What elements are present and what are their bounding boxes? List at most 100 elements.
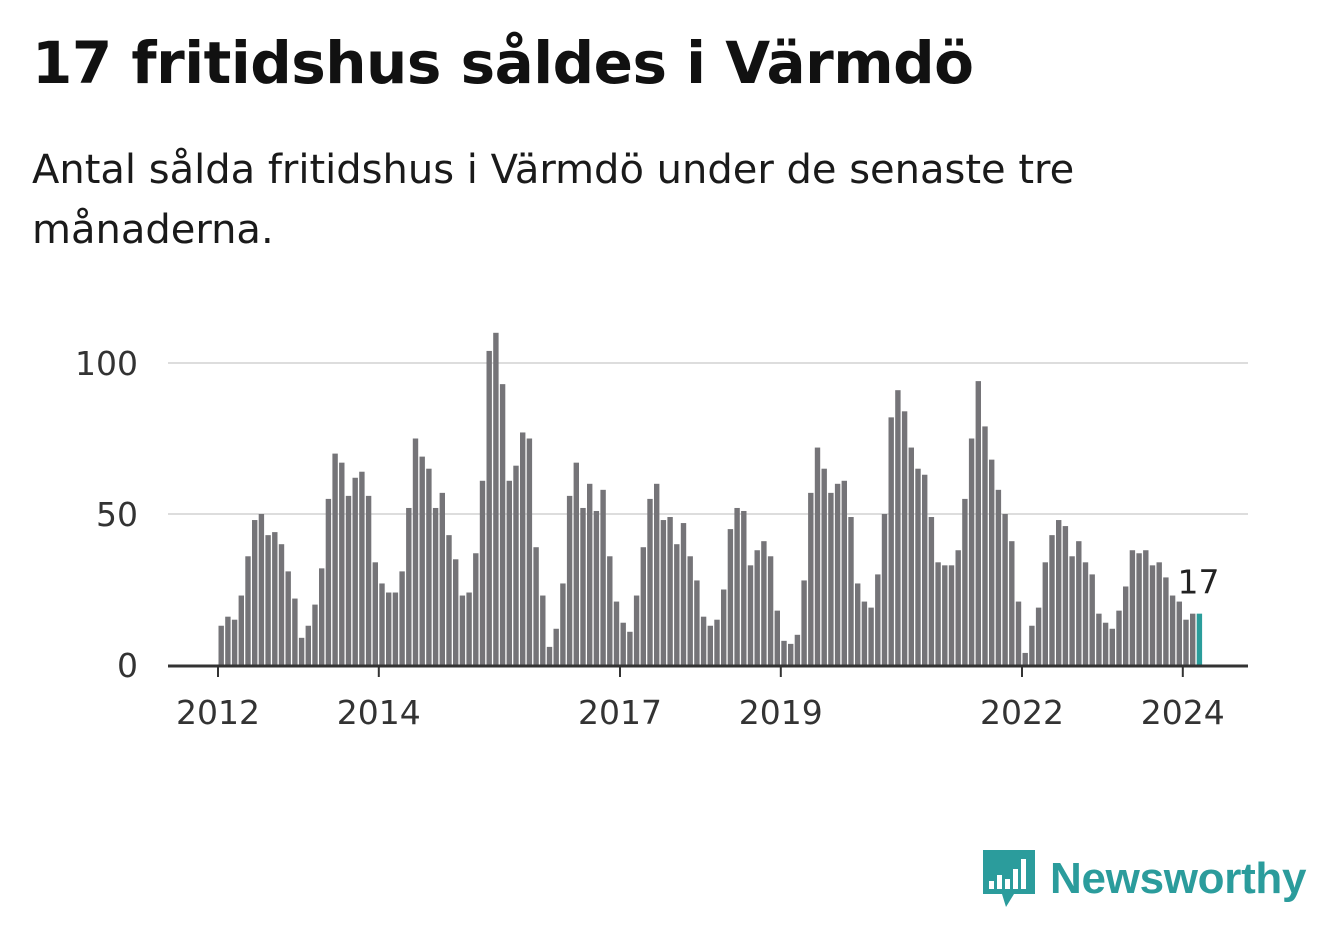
bar [821,468,827,665]
bar [359,471,365,665]
bar [1049,535,1055,665]
bar [640,547,646,665]
bar [861,601,868,665]
bar [473,553,479,665]
bar [419,456,425,665]
x-tick-label: 2017 [578,693,662,732]
bar [1109,628,1115,665]
bar [386,592,392,665]
bar [231,619,238,665]
bar [459,595,466,665]
bar [285,571,291,665]
bar [687,556,693,665]
bar [372,562,378,665]
bar [627,631,633,665]
bar [1082,562,1089,665]
bar [1062,526,1069,665]
bar [848,517,854,665]
bar [252,520,258,665]
bar [446,535,452,665]
bar [426,468,432,665]
bar [245,556,251,665]
bar [540,595,546,665]
bar [352,477,358,665]
bar [747,565,754,665]
highlight-value-label: 17 [1178,563,1220,602]
bar [272,532,278,665]
bar [1069,556,1075,665]
gridlines [168,362,1248,515]
bar [660,520,667,665]
bar [325,498,332,665]
bar-highlight [1196,613,1203,665]
bar [680,523,687,665]
bar [1056,520,1062,665]
bar [1022,652,1028,665]
bar [754,550,760,665]
bar [881,514,888,665]
bar [379,583,385,665]
bar [225,616,231,665]
bar [895,390,901,665]
bar [922,474,928,665]
x-tick-label: 2012 [176,693,260,732]
bar [962,498,968,665]
bar [1123,586,1129,665]
bar [305,625,311,665]
y-tick-label: 50 [96,495,138,534]
bar [278,544,285,665]
bar [1163,577,1169,665]
bar [466,592,472,665]
bar [265,535,271,665]
bar [600,489,606,665]
bar [345,495,352,665]
bar [875,574,881,665]
newsworthy-bar-chart-icon [983,850,1035,907]
bar [794,634,801,665]
bar [238,595,244,665]
bar [1009,541,1015,665]
bar [573,462,579,665]
bar [332,453,338,665]
bar [593,510,600,665]
bar [667,517,673,665]
bar [901,411,908,665]
bar [1169,595,1176,665]
bar [258,514,265,665]
bar [298,637,305,665]
bar [942,565,948,665]
bar [808,492,814,665]
bar [533,547,539,665]
bar [513,465,519,665]
y-tick-label: 100 [75,344,138,383]
bar [1076,541,1082,665]
bar [365,495,372,665]
bar [339,462,345,665]
bar [694,580,700,665]
bar [915,468,921,665]
bar [741,510,747,665]
bar [1176,601,1182,665]
bar [560,583,566,665]
bar [399,571,405,665]
bar [955,550,961,665]
bar [868,607,874,665]
bar [714,619,720,665]
bar [613,601,620,665]
bar [392,592,399,665]
bar [1015,601,1022,665]
bar [493,332,499,665]
bar [841,480,847,665]
bar [620,622,626,665]
bar [412,438,419,665]
bar [1149,565,1156,665]
bar [734,507,740,665]
y-tick-label: 0 [117,646,138,685]
bar [767,556,774,665]
bar [700,616,707,665]
bar [1096,613,1102,665]
bar [948,565,955,665]
chart-title: 17 fritidshus såldes i Värmdö [32,29,974,97]
bar [566,495,573,665]
